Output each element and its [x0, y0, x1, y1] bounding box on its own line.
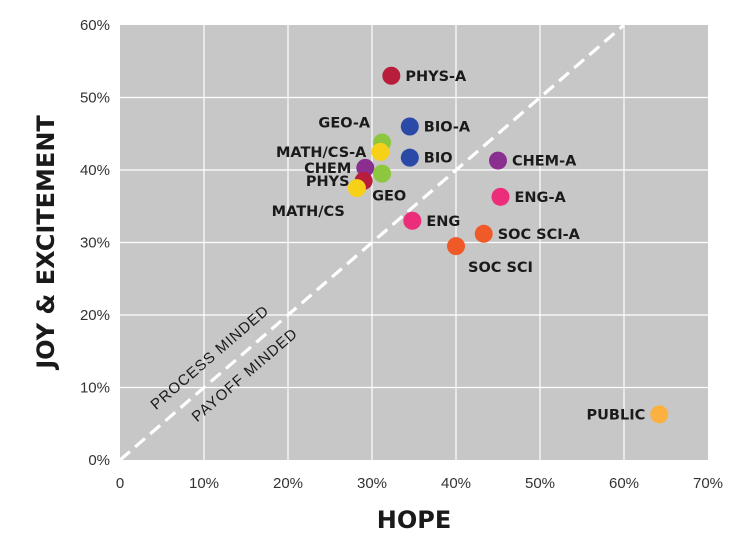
y-axis-ticks: 0% 10% 20% 30% 40% 50% 60% [80, 17, 110, 469]
point-soc-sci-a [474, 224, 493, 243]
label-geo-a: GEO-A [318, 115, 370, 131]
label-soc-sci-a: SOC SCI-A [498, 227, 581, 243]
label-soc-sci: SOC SCI [468, 260, 533, 276]
label-public: PUBLIC [587, 407, 646, 423]
x-tick-label: 60% [609, 475, 639, 492]
label-bio: BIO [424, 151, 453, 167]
point-eng-a [491, 187, 510, 206]
label-phys: PHYS [306, 174, 350, 190]
label-geo: GEO [372, 189, 406, 205]
y-tick-label: 0% [88, 452, 110, 469]
y-tick-label: 10% [80, 380, 110, 397]
x-tick-label: 70% [693, 475, 723, 492]
label-math-cs-a: MATH/CS-A [276, 145, 367, 161]
point-bio-a [400, 117, 419, 136]
y-tick-label: 60% [80, 17, 110, 34]
point-math-cs-a [371, 142, 390, 161]
x-tick-label: 40% [441, 475, 471, 492]
data-points [347, 66, 669, 424]
diagonal-reference-line [118, 23, 626, 462]
point-phys-a [382, 66, 401, 85]
x-axis-ticks: 0 10% 20% 30% 40% 50% 60% 70% [116, 475, 723, 492]
y-tick-label: 40% [80, 162, 110, 179]
x-axis-title: HOPE [377, 506, 451, 534]
point-public [650, 405, 669, 424]
x-tick-label: 10% [189, 475, 219, 492]
point-geo [373, 164, 392, 183]
point-bio [400, 148, 419, 167]
x-tick-label: 20% [273, 475, 303, 492]
label-phys-a: PHYS-A [405, 69, 467, 85]
y-axis-title: JOY & EXCITEMENT [32, 115, 60, 371]
point-chem [356, 158, 375, 177]
point-chem-a [489, 151, 507, 170]
label-chem-a: CHEM-A [512, 154, 577, 170]
point-eng [403, 211, 422, 230]
point-soc-sci [447, 237, 465, 256]
x-tick-label: 50% [525, 475, 555, 492]
x-tick-label: 30% [357, 475, 387, 492]
label-eng-a: ENG-A [515, 190, 567, 206]
y-tick-label: 30% [80, 235, 110, 252]
x-tick-label: 0 [116, 475, 124, 492]
label-chem: CHEM [304, 161, 351, 177]
label-eng: ENG [426, 214, 460, 230]
y-tick-label: 50% [80, 90, 110, 107]
point-math-cs [347, 179, 366, 198]
label-math-cs: MATH/CS [272, 204, 345, 220]
label-bio-a: BIO-A [424, 120, 471, 136]
y-tick-label: 20% [80, 307, 110, 324]
